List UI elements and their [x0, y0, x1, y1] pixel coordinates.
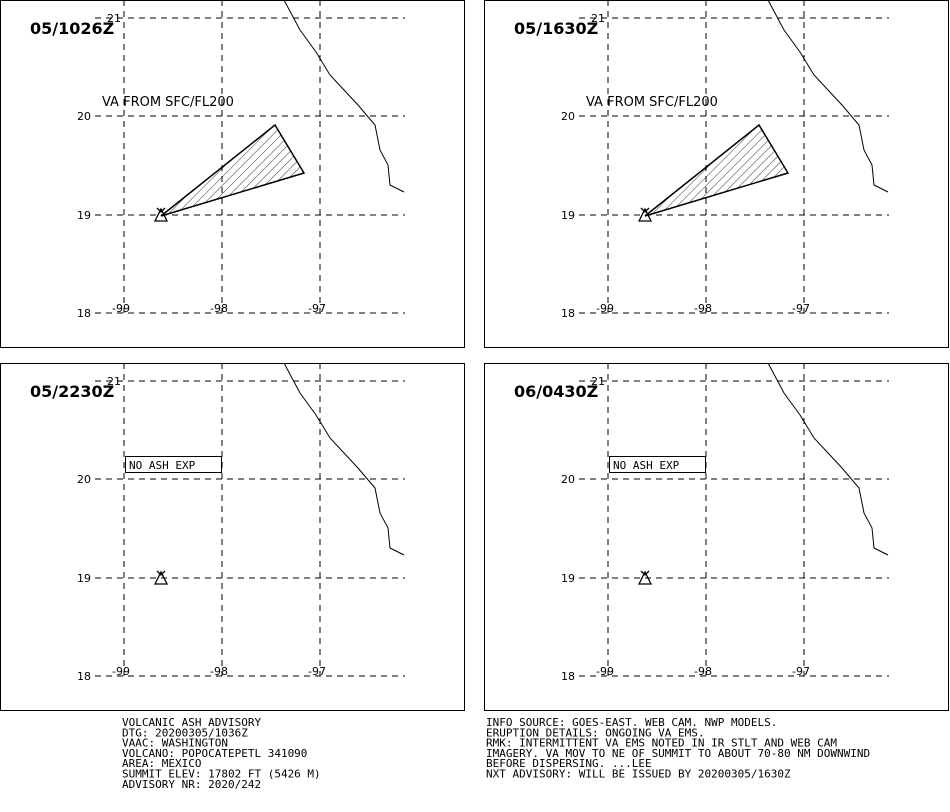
annotation-box [125, 456, 222, 473]
map-panel: 21 20 19 18 -99 -98 -97 06/0430Z NO ASH EXP [484, 362, 949, 711]
longitude-label: -98 [694, 665, 712, 678]
map-panel: 21 20 19 18 -99 -98 -97 05/1630Z VA FROM SFC/FL2… [484, 0, 949, 348]
advisory-line: ERUPTION DETAILS: ONGOING VA EMS. [486, 726, 705, 739]
advisory-line: IMAGERY. VA MOV TO NE OF SUMMIT TO ABOUT… [486, 747, 870, 760]
latitude-label: 20 [77, 473, 91, 486]
latitude-label: 18 [77, 670, 91, 683]
ash-area [644, 123, 790, 217]
advisory-line: ADVISORY NR: 2020/242 [122, 778, 261, 791]
latitude-label: 20 [561, 473, 575, 486]
ash-area [160, 123, 306, 217]
advisory-line: SUMMIT ELEV: 17802 FT (5426 M) [122, 768, 321, 781]
advisory-line: VOLCANO: POPOCATEPETL 341090 [122, 747, 307, 760]
advisory-line: RMK: INTERMITTENT VA EMS NOTED IN IR STL… [486, 737, 837, 750]
latitude-label: 21 [107, 12, 121, 25]
valid-time: 05/2230Z [30, 382, 114, 401]
latitude-label: 21 [591, 12, 605, 25]
map-panel: 21 20 19 18 -99 -98 -97 05/1026Z VA FROM SFC/FL2… [0, 0, 465, 348]
ash-annotation: NO ASH EXP [613, 459, 680, 472]
longitude-label: -97 [308, 665, 326, 678]
latitude-label: 21 [591, 375, 605, 388]
valid-time: 05/1026Z [30, 19, 114, 38]
longitude-label: -98 [210, 302, 228, 315]
map-panel: 21 20 19 18 -99 -98 -97 05/2230Z NO ASH EXP [0, 362, 465, 711]
longitude-label: -98 [210, 665, 228, 678]
advisory-line: AREA: MEXICO [122, 757, 201, 770]
valid-time: 06/0430Z [514, 382, 598, 401]
longitude-label: -98 [694, 302, 712, 315]
latitude-label: 18 [77, 307, 91, 320]
advisory-line: NXT ADVISORY: WILL BE ISSUED BY 20200305… [486, 768, 791, 781]
latitude-label: 20 [77, 110, 91, 123]
panel-frame [484, 363, 949, 711]
valid-time: 05/1630Z [514, 19, 598, 38]
latitude-label: 19 [561, 209, 575, 222]
volcano-symbol [637, 207, 653, 222]
advisory-line: BEFORE DISPERSING. ...LEE [486, 757, 652, 770]
ash-annotation: VA FROM SFC/FL200 [586, 95, 718, 110]
advisory-line: INFO SOURCE: GOES-EAST. WEB CAM. NWP MOD… [486, 716, 777, 729]
panel-frame [484, 0, 949, 348]
coastline [767, 0, 889, 193]
volcano-symbol [153, 207, 169, 222]
latitude-label: 18 [561, 670, 575, 683]
longitude-label: -99 [596, 302, 614, 315]
longitude-label: -99 [112, 302, 130, 315]
panel-frame [0, 0, 465, 348]
panel-frame [0, 363, 465, 711]
volcano-symbol [153, 570, 169, 585]
latitude-label: 19 [77, 209, 91, 222]
longitude-label: -99 [112, 665, 130, 678]
ash-annotation: VA FROM SFC/FL200 [102, 95, 234, 110]
coastline [283, 362, 405, 556]
annotation-box [609, 456, 706, 473]
advisory-line: VAAC: WASHINGTON [122, 737, 228, 750]
longitude-label: -97 [308, 302, 326, 315]
latitude-label: 21 [107, 375, 121, 388]
longitude-label: -99 [596, 665, 614, 678]
latitude-label: 19 [77, 572, 91, 585]
ash-annotation: NO ASH EXP [129, 459, 196, 472]
advisory-line: DTG: 20200305/1036Z [122, 726, 248, 739]
coastline [283, 0, 405, 193]
latitude-label: 19 [561, 572, 575, 585]
longitude-label: -97 [792, 302, 810, 315]
coastline [767, 362, 889, 556]
volcano-symbol [637, 570, 653, 585]
latitude-label: 18 [561, 307, 575, 320]
advisory-line: VOLCANIC ASH ADVISORY [122, 716, 261, 729]
latitude-label: 20 [561, 110, 575, 123]
longitude-label: -97 [792, 665, 810, 678]
